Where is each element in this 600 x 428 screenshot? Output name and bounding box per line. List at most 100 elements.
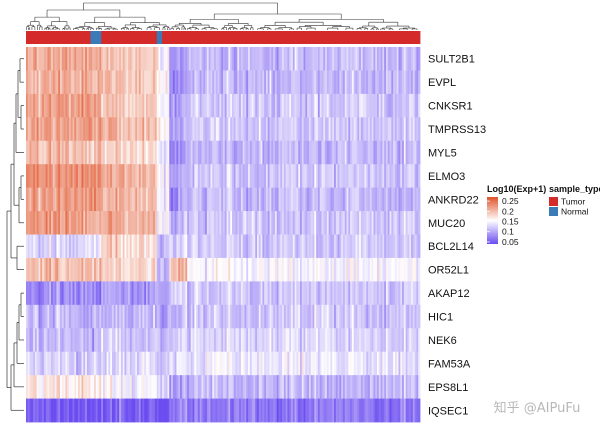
heatmap-cell: [27, 375, 30, 399]
heatmap-cell: [257, 140, 260, 165]
heatmap-cell: [219, 117, 222, 142]
annotation-cell: [348, 31, 351, 44]
heatmap-cell: [160, 328, 163, 353]
heatmap-cell: [282, 304, 285, 329]
heatmap-cell: [60, 47, 63, 71]
heatmap-cell: [203, 351, 206, 376]
heatmap-cell: [111, 234, 115, 259]
heatmap-cell: [240, 211, 244, 235]
heatmap-cell: [409, 304, 412, 329]
heatmap-cell: [142, 187, 145, 212]
heatmap-cell: [249, 187, 253, 212]
heatmap-cell: [119, 211, 122, 235]
heatmap-cell: [301, 140, 304, 165]
heatmap-cell: [52, 164, 56, 189]
heatmap-cell: [416, 47, 419, 71]
heatmap-cell: [378, 140, 381, 165]
heatmap-cell: [228, 398, 231, 423]
heatmap-cell: [88, 211, 91, 235]
heatmap-cell: [40, 164, 43, 189]
heatmap-cell: [246, 70, 249, 95]
heatmap-cell: [231, 93, 235, 118]
heatmap-cell: [178, 47, 181, 71]
heatmap-cell: [269, 70, 272, 95]
heatmap-cell: [128, 211, 131, 235]
heatmap-cell: [244, 187, 247, 212]
heatmap-cell: [321, 187, 324, 212]
heatmap-cell: [185, 351, 188, 376]
heatmap-cell: [208, 47, 211, 71]
heatmap-cell: [416, 164, 419, 189]
heatmap-cell: [47, 47, 50, 71]
heatmap-cell: [332, 117, 335, 142]
heatmap-cell: [97, 304, 100, 329]
heatmap-cell: [72, 164, 75, 189]
heatmap-cell: [233, 93, 236, 118]
heatmap-cell: [117, 281, 120, 306]
heatmap-cell: [416, 398, 419, 423]
heatmap-cell: [147, 93, 150, 118]
heatmap-cell: [183, 47, 186, 71]
heatmap-cell: [217, 351, 220, 376]
heatmap-cell: [325, 187, 328, 212]
annotation-cell: [77, 31, 81, 44]
heatmap-cell: [251, 257, 254, 282]
heatmap-cell: [325, 47, 328, 71]
heatmap-cell: [138, 117, 142, 142]
heatmap-cell: [310, 140, 313, 165]
heatmap-cell: [380, 164, 383, 189]
heatmap-cell: [271, 351, 274, 376]
heatmap-cell: [407, 211, 410, 235]
heatmap-cell: [274, 164, 278, 189]
heatmap-cell: [113, 70, 116, 95]
heatmap-cell: [253, 304, 256, 329]
heatmap-cell: [412, 234, 416, 259]
heatmap-cell: [36, 257, 39, 282]
heatmap-cell: [296, 93, 299, 118]
heatmap-cell: [162, 281, 165, 306]
heatmap-cell: [154, 351, 158, 376]
heatmap-cell: [192, 351, 195, 376]
heatmap-cell: [140, 47, 143, 71]
heatmap-cell: [31, 351, 34, 376]
heatmap-cell: [126, 351, 129, 376]
heatmap-cell: [205, 187, 208, 212]
heatmap-cell: [223, 304, 226, 329]
heatmap-cell: [54, 281, 57, 306]
heatmap-cell: [407, 351, 410, 376]
heatmap-cell: [149, 304, 152, 329]
annotation-cell: [181, 31, 184, 44]
heatmap-cell: [348, 328, 351, 353]
heatmap-cell: [223, 257, 226, 282]
heatmap-cell: [319, 328, 322, 353]
heatmap-cell: [360, 140, 364, 165]
heatmap-cell: [163, 257, 167, 282]
heatmap-cell: [104, 351, 107, 376]
heatmap-cell: [301, 257, 304, 282]
heatmap-cell: [77, 375, 81, 399]
heatmap-cell: [74, 70, 77, 95]
heatmap-cell: [42, 117, 45, 142]
heatmap-cell: [403, 70, 407, 95]
heatmap-cell: [271, 328, 274, 353]
heatmap-cell: [226, 375, 229, 399]
heatmap-cell: [172, 234, 176, 259]
heatmap-cell: [339, 257, 342, 282]
heatmap-cell: [387, 375, 390, 399]
annotation-cell: [280, 31, 283, 44]
heatmap-cells: [26, 47, 421, 423]
heatmap-cell: [242, 304, 245, 329]
heatmap-cell: [405, 304, 408, 329]
heatmap-cell: [58, 257, 61, 282]
heatmap-cell: [120, 398, 124, 423]
heatmap-cell: [138, 93, 142, 118]
heatmap-cell: [307, 304, 310, 329]
annotation-cell: [334, 31, 337, 44]
heatmap-cell: [52, 187, 56, 212]
heatmap-cell: [185, 257, 188, 282]
heatmap-cell: [110, 140, 113, 165]
heatmap-cell: [217, 117, 220, 142]
heatmap-cell: [77, 257, 81, 282]
heatmap-cell: [265, 281, 269, 306]
heatmap-cell: [126, 117, 129, 142]
